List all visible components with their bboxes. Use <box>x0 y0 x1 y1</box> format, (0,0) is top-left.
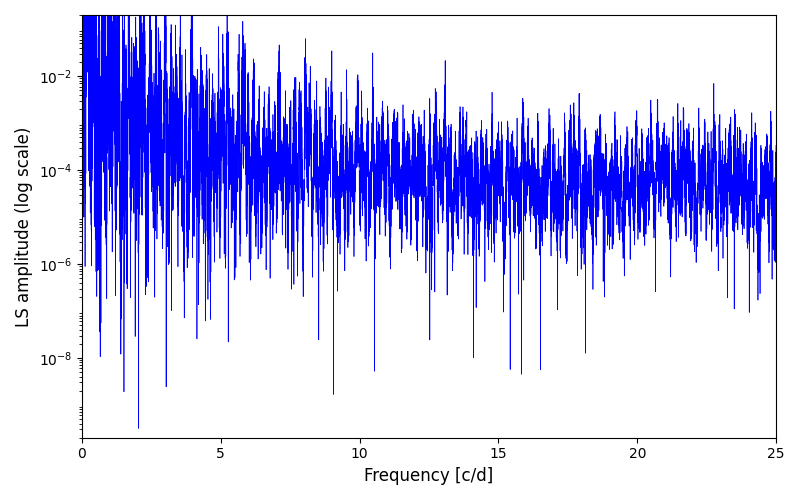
Y-axis label: LS amplitude (log scale): LS amplitude (log scale) <box>15 126 33 326</box>
X-axis label: Frequency [c/d]: Frequency [c/d] <box>364 467 494 485</box>
